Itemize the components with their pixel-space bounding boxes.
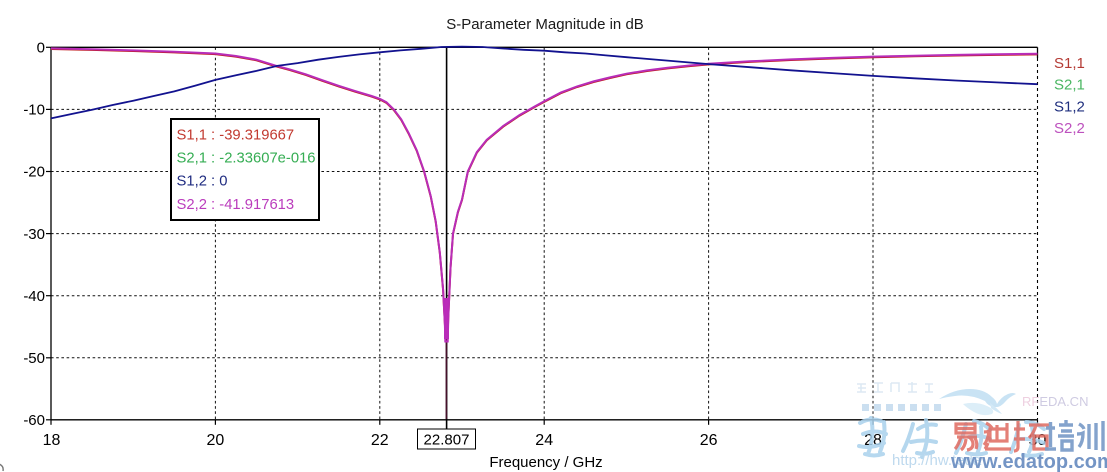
svg-text:S2,1 : -2.33607e-016: S2,1 : -2.33607e-016 (177, 151, 316, 167)
svg-text:S1,2: S1,2 (1054, 99, 1085, 116)
svg-text:-10: -10 (23, 102, 45, 119)
svg-text:26: 26 (700, 432, 718, 449)
svg-text:20: 20 (207, 432, 225, 449)
svg-text:24: 24 (535, 432, 553, 449)
svg-text:18: 18 (43, 432, 61, 449)
svg-text:S1,1 : -39.319667: S1,1 : -39.319667 (177, 128, 295, 144)
svg-text:RFEDA.CN: RFEDA.CN (1022, 394, 1088, 409)
svg-text:-30: -30 (23, 226, 45, 243)
svg-text:22.807: 22.807 (424, 432, 470, 449)
svg-text:S2,1: S2,1 (1054, 77, 1085, 94)
svg-text:-60: -60 (23, 412, 45, 429)
svg-text:-20: -20 (23, 164, 45, 181)
svg-text:S1,2 : 0: S1,2 : 0 (177, 174, 228, 190)
svg-text:0: 0 (37, 40, 45, 57)
svg-text:S-Parameter Magnitude in dB: S-Parameter Magnitude in dB (446, 16, 644, 33)
svg-text:S2,2: S2,2 (1054, 120, 1085, 137)
svg-text:S2,2 : -41.917613: S2,2 : -41.917613 (177, 197, 295, 213)
svg-text:S1,1: S1,1 (1054, 55, 1085, 72)
svg-text:22: 22 (371, 432, 389, 449)
svg-text:-50: -50 (23, 350, 45, 367)
svg-text:www.edatop.com: www.edatop.com (950, 451, 1107, 472)
svg-text:Frequency / GHz: Frequency / GHz (489, 454, 602, 471)
svg-text:http://hw.teda: http://hw.teda (892, 452, 982, 469)
svg-text:-40: -40 (23, 288, 45, 305)
